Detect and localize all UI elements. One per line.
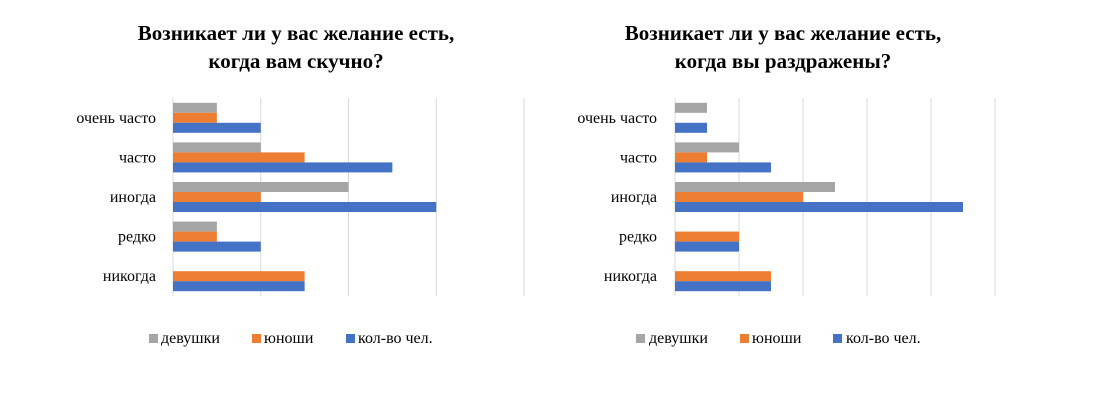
- chart-title-line: Возникает ли у вас желание есть,: [138, 21, 455, 45]
- bar-юноши: [675, 192, 803, 202]
- bar-кол-во-чел-: [675, 202, 963, 212]
- bar-девушки: [173, 142, 261, 153]
- bar-кол-во-чел-: [675, 281, 771, 292]
- bar-девушки: [173, 221, 217, 232]
- legend-label: девушки: [161, 330, 220, 347]
- legend-label: кол-во чел.: [846, 330, 921, 347]
- bar-юноши: [675, 231, 739, 242]
- legend-swatch: [833, 334, 842, 343]
- bar-кол-во-чел-: [173, 281, 305, 292]
- category-label: никогда: [103, 268, 156, 285]
- bar-кол-во-чел-: [173, 122, 261, 133]
- bar-юноши: [173, 112, 217, 123]
- bar-юноши: [173, 231, 217, 242]
- category-label: очень часто: [76, 110, 156, 127]
- bar-кол-во-чел-: [675, 122, 707, 133]
- bar-юноши: [675, 271, 771, 282]
- legend-swatch: [740, 334, 749, 343]
- bar-девушки: [675, 182, 835, 192]
- bar-девушки: [173, 102, 217, 113]
- bar-девушки: [675, 142, 739, 153]
- category-label: редко: [118, 229, 156, 246]
- legend-swatch: [636, 334, 645, 343]
- legend-swatch: [149, 334, 158, 343]
- chart-irritated: Возникает ли у вас желание есть, когда вы…: [577, 21, 996, 347]
- bar-юноши: [675, 152, 707, 163]
- bar-кол-во-чел-: [173, 162, 393, 173]
- chart-title-line: когда вам скучно?: [208, 49, 383, 73]
- category-label: никогда: [604, 268, 657, 285]
- chart-title-line: когда вы раздражены?: [675, 49, 891, 73]
- legend-swatch: [346, 334, 355, 343]
- category-label: иногда: [110, 189, 156, 206]
- legend-label: девушки: [649, 330, 708, 347]
- bar-кол-во-чел-: [675, 241, 739, 252]
- bar-девушки: [173, 182, 349, 192]
- legend-swatch: [252, 334, 261, 343]
- bar-юноши: [173, 192, 261, 202]
- chart-title-line: Возникает ли у вас желание есть,: [625, 21, 942, 45]
- category-label: часто: [620, 149, 657, 166]
- bar-юноши: [173, 152, 305, 163]
- category-label: иногда: [611, 189, 657, 206]
- bar-кол-во-чел-: [173, 202, 437, 212]
- category-label: редко: [619, 229, 657, 246]
- bar-кол-во-чел-: [675, 162, 771, 173]
- legend-label: кол-во чел.: [358, 330, 433, 347]
- category-label: очень часто: [577, 110, 657, 127]
- category-label: часто: [119, 149, 156, 166]
- bar-кол-во-чел-: [173, 241, 261, 252]
- bar-юноши: [173, 271, 305, 282]
- legend-label: юноши: [752, 330, 802, 347]
- legend-label: юноши: [264, 330, 314, 347]
- chart-bored: Возникает ли у вас желание есть, когда ва…: [76, 21, 525, 347]
- bar-девушки: [675, 102, 707, 113]
